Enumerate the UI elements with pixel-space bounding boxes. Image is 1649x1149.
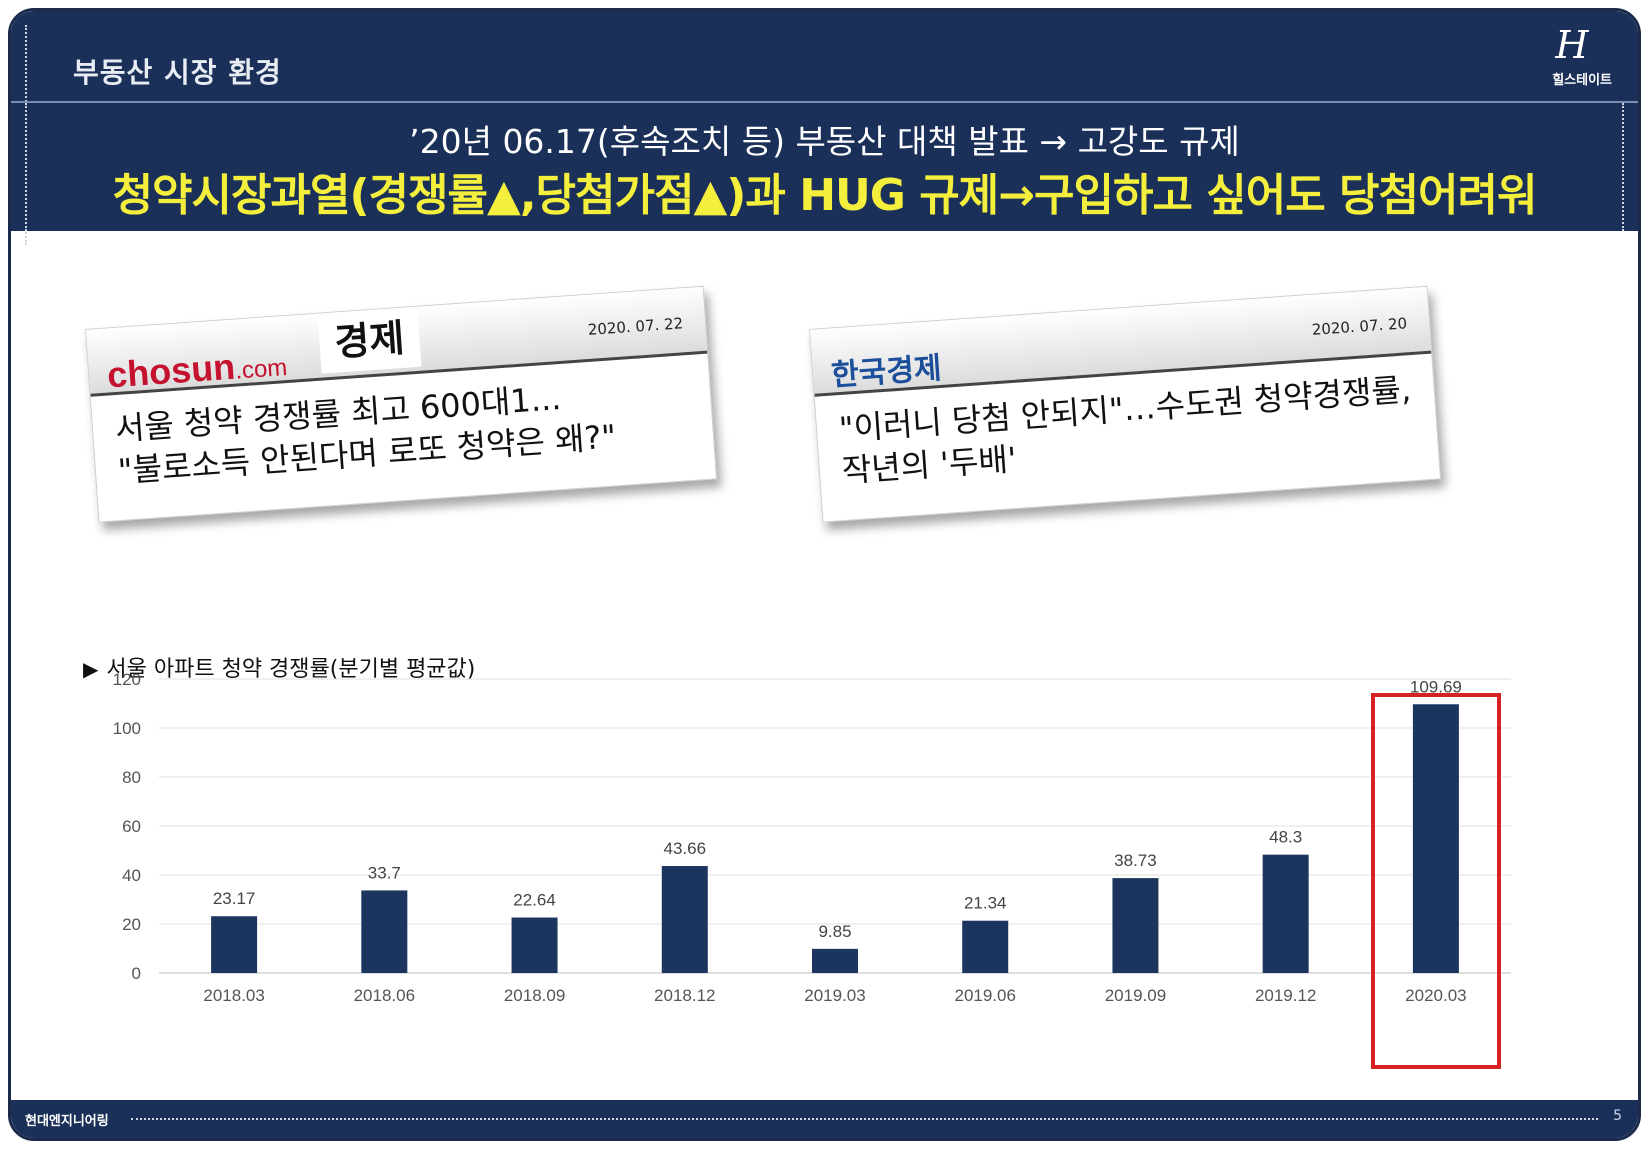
x-tick-label: 2019.12: [1255, 986, 1316, 1005]
hillstate-logo-text: 힐스테이트: [1552, 73, 1612, 88]
bar-2019.06: [962, 920, 1009, 973]
x-tick-label: 2018.12: [654, 986, 715, 1005]
data-label: 33.7: [368, 863, 401, 882]
header-band: 부동산 시장 환경 H 힐스테이트: [11, 11, 1638, 245]
bar-2019.12: [1262, 854, 1309, 973]
bar-2019.09: [1112, 878, 1159, 973]
bar-2020.03: [1412, 704, 1459, 973]
bar-2019.03: [812, 948, 858, 973]
x-tick-label: 2019.03: [804, 986, 865, 1005]
data-label: 21.34: [964, 894, 1007, 913]
slide-frame: 부동산 시장 환경 H 힐스테이트 ’20년 06.17(후속조치 등) 부동산…: [8, 8, 1641, 1141]
x-tick-label: 2018.06: [354, 986, 415, 1005]
page-number: 5: [1613, 1108, 1622, 1124]
data-label: 22.64: [513, 891, 556, 910]
bar-2018.06: [361, 890, 408, 973]
y-tick-label: 0: [132, 964, 141, 983]
data-label: 43.66: [664, 839, 707, 858]
bar-chart: 0 20 40 60 80 100 120 23.17 2018.03 33.7 2018.06 22…: [113, 670, 1511, 1005]
y-tick-label: 80: [122, 768, 141, 787]
footer-company: 현대엔지니어링: [25, 1114, 109, 1129]
x-tick-label: 2019.06: [954, 986, 1015, 1005]
y-tick-label: 20: [122, 915, 141, 934]
data-label: 9.85: [818, 922, 851, 941]
hillstate-logo-icon: H: [1555, 23, 1589, 67]
x-tick-label: 2020.03: [1405, 986, 1466, 1005]
chart-title: ▶ 서울 아파트 청약 경쟁률(분기별 평균값): [83, 657, 476, 682]
headline-band: ’20년 06.17(후속조치 등) 부동산 대책 발표 → 고강도 규제 청약…: [11, 103, 1638, 231]
headline-line-2: 청약시장과열(경쟁률▲,당첨가점▲)과 HUG 규제→구입하고 싶어도 당첨어려…: [112, 170, 1538, 221]
bar-2018.12: [661, 866, 708, 973]
bar-2018.09: [511, 917, 558, 973]
data-label: 38.73: [1114, 851, 1157, 870]
bar-2018.03: [211, 916, 258, 973]
section-title: 부동산 시장 환경: [73, 56, 282, 89]
y-tick-label: 120: [113, 670, 141, 689]
data-label: 23.17: [213, 889, 256, 908]
header-divider: [11, 101, 1638, 103]
y-tick-label: 100: [113, 719, 141, 738]
play-marker-icon: ▶: [83, 657, 99, 681]
x-tick-label: 2018.03: [203, 986, 264, 1005]
x-tick-label: 2018.09: [504, 986, 565, 1005]
data-label: 48.3: [1269, 828, 1302, 847]
y-tick-label: 60: [122, 817, 141, 836]
footer-band: 현대엔지니어링 5: [11, 1100, 1638, 1138]
headline-line-1: ’20년 06.17(후속조치 등) 부동산 대책 발표 → 고강도 규제: [409, 122, 1240, 161]
data-label: 109.69: [1410, 677, 1462, 696]
x-tick-label: 2019.09: [1105, 986, 1166, 1005]
highlight-box: [1370, 693, 1501, 1069]
y-tick-label: 40: [122, 866, 141, 885]
